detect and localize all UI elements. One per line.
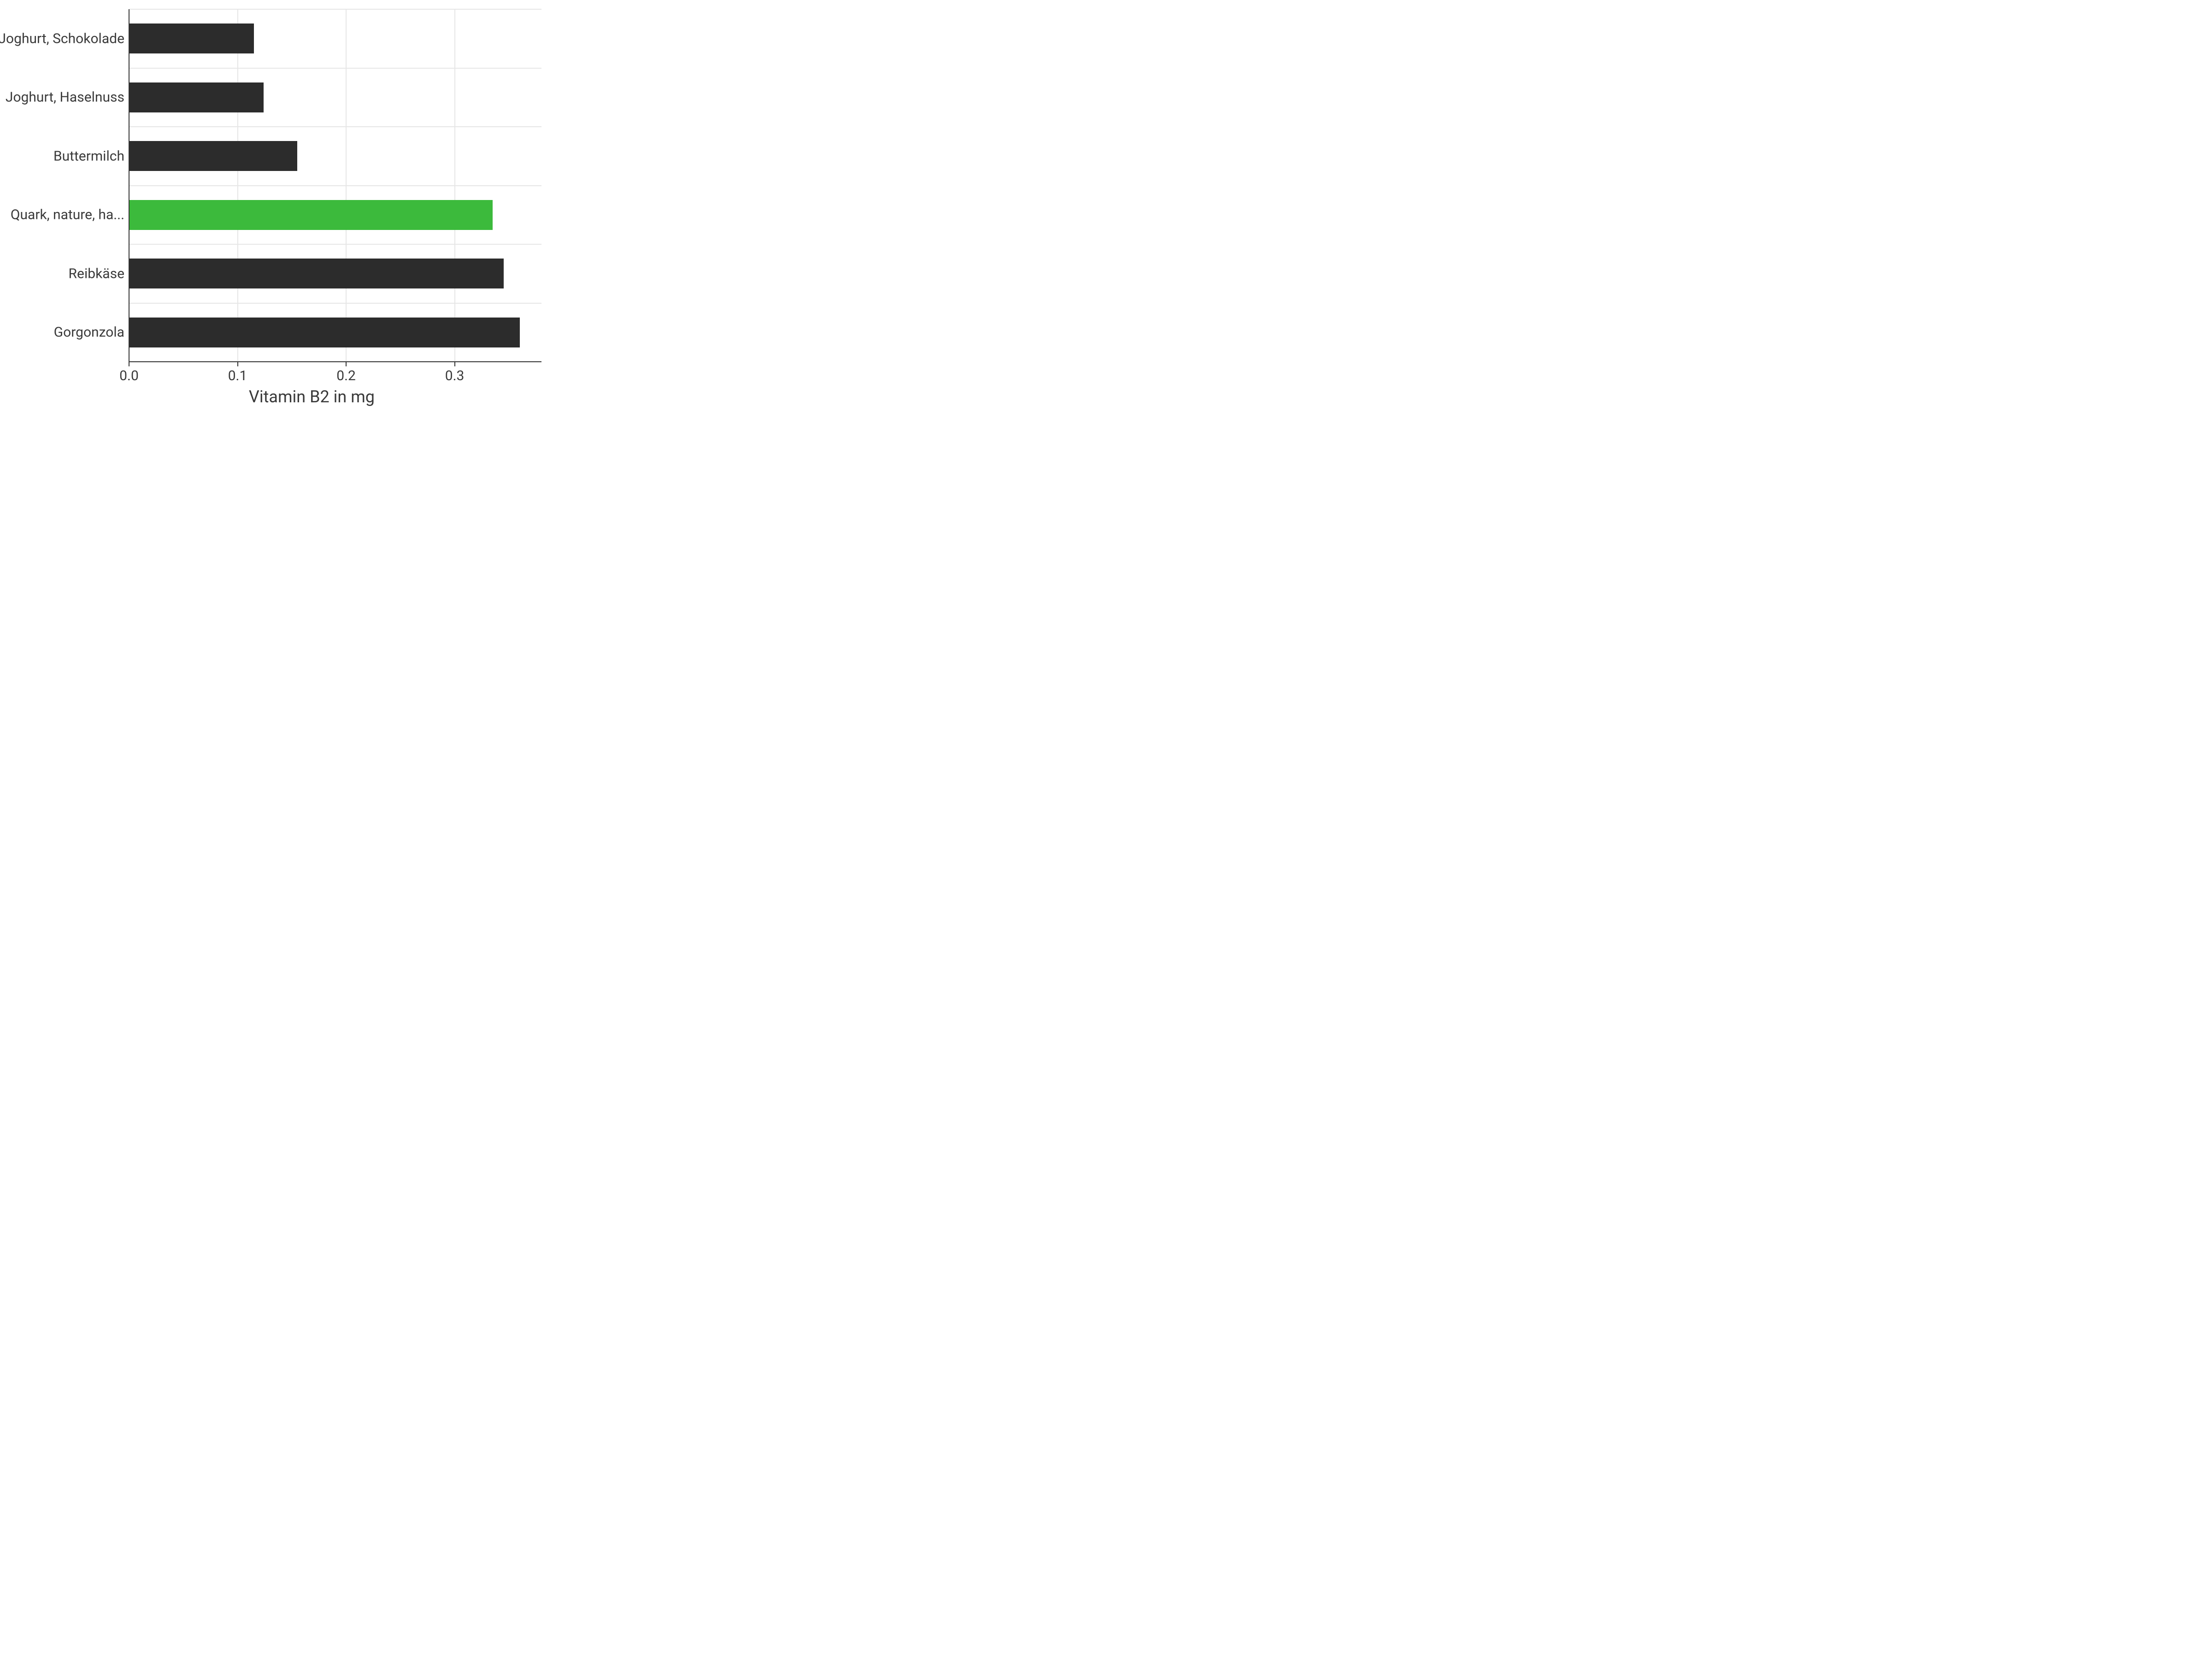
x-tick-label: 0.2	[336, 368, 356, 384]
bar	[129, 24, 254, 53]
y-category-label: Reibkäse	[69, 265, 124, 282]
y-category-label: Buttermilch	[53, 148, 124, 164]
x-axis-title: Vitamin B2 in mg	[249, 387, 375, 406]
gridline-horizontal	[129, 9, 541, 10]
x-tick-label: 0.3	[445, 368, 465, 384]
gridline-horizontal	[129, 244, 541, 245]
bar	[129, 82, 264, 112]
gridline-horizontal	[129, 185, 541, 186]
bar	[129, 259, 504, 288]
bar	[129, 318, 520, 347]
gridline-horizontal	[129, 126, 541, 127]
gridline-horizontal	[129, 303, 541, 304]
bar	[129, 200, 493, 230]
x-tick-label: 0.1	[228, 368, 247, 384]
plot-area	[129, 9, 541, 362]
y-category-label: Joghurt, Haselnuss	[6, 89, 124, 106]
x-tick-label: 0.0	[119, 368, 139, 384]
gridline-horizontal	[129, 68, 541, 69]
y-category-label: Joghurt, Schokolade	[0, 30, 124, 47]
x-tick	[454, 362, 455, 366]
y-category-label: Gorgonzola	[54, 324, 124, 341]
y-category-label: Quark, nature, ha...	[11, 207, 124, 223]
bar	[129, 141, 297, 171]
x-tick	[237, 362, 238, 366]
x-axis-line	[129, 361, 541, 362]
x-tick	[346, 362, 347, 366]
bar-chart: 0.0 0.1 0.2 0.3 Joghurt, Schokolade Joghurt, …	[0, 0, 553, 415]
